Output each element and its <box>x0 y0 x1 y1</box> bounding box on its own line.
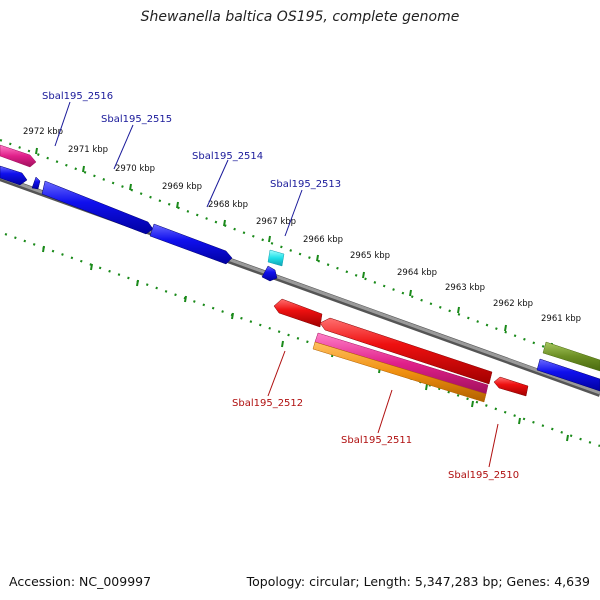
reverse-gene-arrow <box>493 376 529 397</box>
accession-label: Accession: NC_009997 <box>9 574 152 589</box>
bottom-gene-labels: Sbal195_2512 Sbal195_2511 Sbal195_2510 <box>232 350 519 481</box>
scale-label: 2967 kbp <box>256 217 296 227</box>
genome-summary: Topology: circular; Length: 5,347,283 bp… <box>246 574 590 589</box>
reverse-gene-arrow <box>273 298 323 328</box>
scale-label: 2969 kbp <box>162 182 202 192</box>
scale-label: 2972 kbp <box>23 127 63 137</box>
gene-label-bottom: Sbal195_2511 <box>341 435 412 446</box>
gene-label-top: Sbal195_2516 <box>42 91 113 102</box>
scale-label: 2965 kbp <box>350 251 390 261</box>
gene-label-top: Sbal195_2513 <box>270 179 341 190</box>
scale-label: 2963 kbp <box>445 283 485 293</box>
cyan-feature <box>267 249 285 267</box>
gene-label-top: Sbal195_2515 <box>101 114 172 125</box>
scale-label: 2970 kbp <box>115 164 155 174</box>
forward-gene-arrow <box>149 223 233 265</box>
pink-feature <box>0 144 37 168</box>
scale-label: 2961 kbp <box>541 314 581 324</box>
top-gene-labels: Sbal195_2516 Sbal195_2515 Sbal195_2514 S… <box>42 91 341 237</box>
inner-scale-ring <box>4 232 600 448</box>
gene-label-bottom: Sbal195_2512 <box>232 398 303 409</box>
forward-gene-arrow <box>536 358 600 392</box>
olive-feature <box>542 341 600 372</box>
reverse-gene-arrow <box>319 317 493 385</box>
outer-scale-ring <box>0 138 600 370</box>
map-title: Shewanella baltica OS195, complete genom… <box>140 9 460 25</box>
forward-gene-arrow <box>41 180 154 235</box>
scale-label: 2971 kbp <box>68 145 108 155</box>
scale-label: 2968 kbp <box>208 200 248 210</box>
forward-gene-arrow <box>261 265 278 282</box>
gene-label-bottom: Sbal195_2510 <box>448 470 519 481</box>
scale-label: 2966 kbp <box>303 235 343 245</box>
forward-gene-arrow <box>0 165 28 186</box>
gene-label-top: Sbal195_2514 <box>192 151 263 162</box>
scale-label: 2962 kbp <box>493 299 533 309</box>
forward-gene-arrow <box>31 176 41 190</box>
lower-ring-ticks <box>42 245 569 442</box>
scale-label: 2964 kbp <box>397 268 437 278</box>
orange-feature <box>312 341 487 403</box>
